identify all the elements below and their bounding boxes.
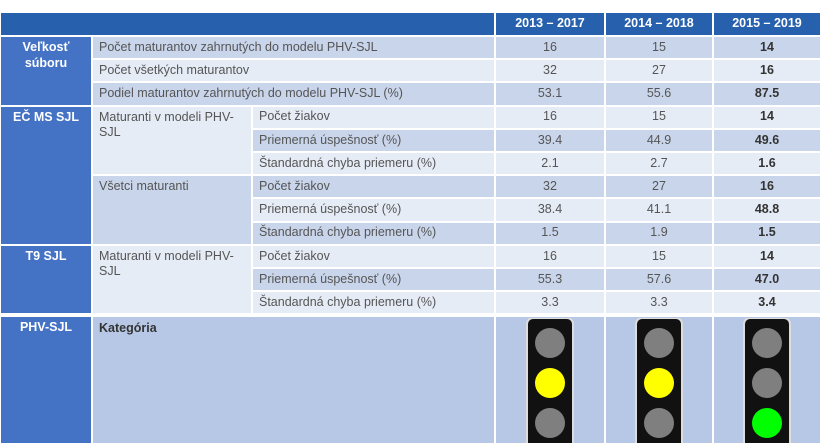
- value: 14: [713, 244, 821, 268]
- row-label: Priemerná úspešnosť (%): [252, 268, 495, 292]
- group-label: EČ MS SJL: [0, 105, 92, 245]
- traffic-light: [743, 318, 791, 443]
- light: [752, 408, 782, 439]
- value: 15: [605, 36, 713, 60]
- row-label: Priemerná úspešnosť (%): [252, 198, 495, 222]
- value: 55.3: [495, 268, 605, 292]
- value: 16: [713, 175, 821, 199]
- value: 15: [605, 105, 713, 129]
- row-label: Štandardná chyba priemeru (%): [252, 291, 495, 315]
- value: 38.4: [495, 198, 605, 222]
- row-label: Počet žiakov: [252, 175, 495, 199]
- group-label: Veľkosť súboru: [0, 36, 92, 106]
- value: 3.3: [605, 291, 713, 315]
- header-period: 2014 – 2018: [605, 12, 713, 36]
- row-label: Počet žiakov: [252, 105, 495, 129]
- value: 87.5: [713, 82, 821, 106]
- value: 16: [495, 105, 605, 129]
- row-label: Počet žiakov: [252, 244, 495, 268]
- light: [535, 368, 565, 399]
- light: [752, 368, 782, 399]
- subgroup-label: Všetci maturanti: [92, 175, 252, 245]
- value: 48.8: [713, 198, 821, 222]
- header-period: 2013 – 2017: [495, 12, 605, 36]
- value: 47.0: [713, 268, 821, 292]
- light: [644, 328, 674, 359]
- value: 16: [495, 244, 605, 268]
- value: 39.4: [495, 128, 605, 152]
- light: [644, 368, 674, 399]
- value: 16: [713, 59, 821, 83]
- value: 1.5: [713, 221, 821, 245]
- light: [535, 408, 565, 439]
- header-blank: [0, 12, 495, 36]
- value: 53.1: [495, 82, 605, 106]
- value: 14: [713, 36, 821, 60]
- value: 2.1: [495, 152, 605, 176]
- row-label: Podiel maturantov zahrnutých do modelu P…: [92, 82, 495, 106]
- group-label: T9 SJL: [0, 244, 92, 315]
- value: 55.6: [605, 82, 713, 106]
- value: 41.1: [605, 198, 713, 222]
- row-label: Štandardná chyba priemeru (%): [252, 152, 495, 176]
- value: 14: [713, 105, 821, 129]
- light: [644, 408, 674, 439]
- value: 44.9: [605, 128, 713, 152]
- subgroup-label: Maturanti v modeli PHV-SJL: [92, 105, 252, 176]
- value: 32: [495, 175, 605, 199]
- subgroup-label: Maturanti v modeli PHV-SJL: [92, 244, 252, 315]
- light: [752, 328, 782, 359]
- value: 1.6: [713, 152, 821, 176]
- value: 1.5: [495, 221, 605, 245]
- category-label: Kategória: [92, 316, 495, 443]
- value: 3.3: [495, 291, 605, 315]
- traffic-light: [526, 318, 574, 443]
- traffic-light: [635, 318, 683, 443]
- value: 2.7: [605, 152, 713, 176]
- header-period: 2015 – 2019: [713, 12, 821, 36]
- value: 15: [605, 244, 713, 268]
- light: [535, 328, 565, 359]
- value: 32: [495, 59, 605, 83]
- value: 1.9: [605, 221, 713, 245]
- row-label: Štandardná chyba priemeru (%): [252, 221, 495, 245]
- group-label: PHV-SJL: [0, 316, 92, 443]
- row-label: Priemerná úspešnosť (%): [252, 128, 495, 152]
- row-label: Počet maturantov zahrnutých do modelu PH…: [92, 36, 495, 60]
- value: 16: [495, 36, 605, 60]
- value: 49.6: [713, 128, 821, 152]
- value: 3.4: [713, 291, 821, 315]
- value: 27: [605, 175, 713, 199]
- value: 57.6: [605, 268, 713, 292]
- value: 27: [605, 59, 713, 83]
- row-label: Počet všetkých maturantov: [92, 59, 495, 83]
